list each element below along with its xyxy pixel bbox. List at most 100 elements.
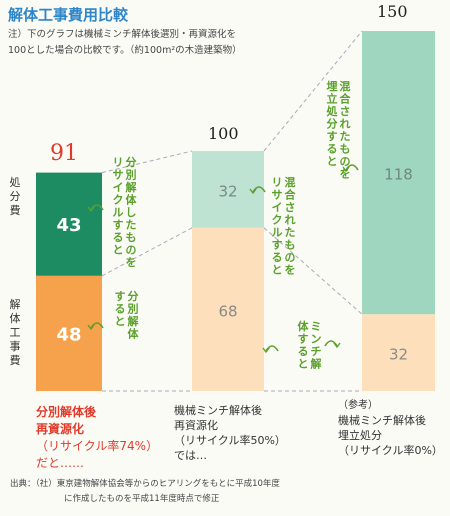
total-bar-3: 150 bbox=[377, 2, 408, 21]
bar-1-value-2: 43 bbox=[56, 215, 81, 236]
annotation-4-col-2-char: る bbox=[298, 345, 309, 358]
annotation-2-col-2-char: す bbox=[115, 290, 126, 303]
source-footer: 出典：（社）東京建物解体協会等からのヒアリングをもとに平成10年度 に作成したも… bbox=[10, 477, 280, 507]
annotation-4-col-1-char: 解 bbox=[311, 357, 322, 371]
total-bar-2: 100 bbox=[208, 124, 239, 143]
arrow-icon-head bbox=[87, 206, 95, 213]
annotation-1-col-2-char: ル bbox=[113, 206, 124, 219]
annotation-3-col-2-char: す bbox=[272, 239, 283, 252]
annotation-1-col-1-char: た bbox=[126, 219, 137, 232]
annotation-1-col-2-char: リ bbox=[113, 156, 124, 169]
annotation-5-col-1-char: 合 bbox=[340, 92, 352, 106]
arrow-icon-head bbox=[342, 166, 350, 173]
caption-line: 分別解体後 bbox=[36, 405, 97, 419]
annotation-5-col-1-char: 混 bbox=[340, 79, 351, 93]
annotation-4-col-1-char: ン bbox=[311, 333, 322, 346]
caption-line: （リサイクル率50%） bbox=[174, 434, 286, 447]
bar-value-labels: 48 43 68 32 32 118 bbox=[56, 166, 412, 364]
annotation-1-col-1-char: の bbox=[126, 244, 137, 257]
bar-1-value-1: 48 bbox=[56, 324, 81, 345]
annotation-5-col-2-char: る bbox=[327, 143, 338, 156]
note-line: 100とした場合の比較です。（約100m²の木造建築物） bbox=[8, 45, 242, 56]
annotation-5-col-1-char: さ bbox=[340, 105, 351, 118]
annotation-3-col-1-char: 合 bbox=[285, 188, 297, 202]
footer-line: 出典：（社）東京建物解体協会等からのヒアリングをもとに平成10年度 bbox=[10, 479, 280, 489]
connector-line-1 bbox=[101, 150, 193, 174]
annotation-1-col-1-char: 解 bbox=[126, 180, 137, 194]
annotations: 分別解体したものをリサイクルすると分別解体すると混合されたものをリサイクルすると… bbox=[87, 79, 359, 371]
annotation-5-col-1-char: れ bbox=[340, 118, 351, 131]
connector-line-5 bbox=[263, 227, 363, 315]
bars bbox=[36, 31, 435, 391]
annotation-1-col-2-char: す bbox=[113, 219, 124, 232]
annotation-4-col-1-char: チ bbox=[311, 345, 322, 358]
bar-3-value-1: 32 bbox=[389, 346, 408, 364]
annotation-5-col-2-char: 処 bbox=[326, 104, 339, 118]
arrow-icon-head bbox=[333, 342, 341, 349]
caption-bar-2: 機械ミンチ解体後 再資源化 （リサイクル率50%） では… bbox=[174, 403, 286, 463]
annotation-1-col-2-char: る bbox=[113, 231, 124, 244]
bar-2-segment-1 bbox=[192, 227, 264, 391]
connector-line-2 bbox=[101, 227, 193, 277]
annotation-2-col-1-char: 体 bbox=[128, 327, 140, 341]
annotation-5-col-2-char: す bbox=[327, 130, 338, 143]
annotation-5-col-2-char: と bbox=[327, 155, 338, 168]
annotation-2-col-1-char: 分 bbox=[128, 289, 139, 303]
annotation-3-col-1-char: れ bbox=[285, 214, 296, 227]
annotation-4-col-2-char: と bbox=[298, 358, 309, 371]
annotation-3-col-2-char: リ bbox=[272, 176, 283, 189]
label-demolition: 解体工事費 bbox=[9, 298, 21, 367]
annotation-2-col-1-char: 解 bbox=[128, 314, 139, 328]
annotation-2-col-2-char: る bbox=[115, 303, 126, 316]
annotation-3-col-2-char: ク bbox=[272, 214, 283, 227]
annotation-1-col-1-char: 体 bbox=[126, 193, 138, 207]
annotation-3-col-2-char: サ bbox=[272, 189, 283, 202]
caption-line: 埋立処分 bbox=[338, 429, 382, 442]
arrow-icon-head bbox=[87, 324, 95, 331]
bar-3-segment-1 bbox=[362, 314, 435, 391]
total-bar-1: 91 bbox=[50, 141, 78, 166]
caption-line: （リサイクル率0%） bbox=[338, 444, 443, 457]
caption-line: （参考） bbox=[338, 400, 378, 411]
connector-lines bbox=[101, 30, 363, 392]
bar-2-segment-2 bbox=[192, 151, 264, 228]
annotation-1-col-2-char: ク bbox=[113, 194, 124, 207]
annotation-5-col-2-char: 立 bbox=[327, 92, 338, 106]
annotation-1-col-2-char: と bbox=[113, 244, 124, 257]
note-line: 注）下のグラフは機械ミンチ解体後選別・再資源化を bbox=[8, 29, 237, 40]
annotation-4-col-2-char: す bbox=[298, 333, 309, 346]
annotation-3-col-2-char: イ bbox=[272, 201, 283, 214]
bar-2-value-1: 68 bbox=[218, 302, 237, 320]
annotation-1-col-2-char: サ bbox=[113, 169, 124, 182]
bar-1-segment-1 bbox=[36, 275, 102, 391]
annotation-3-col-1-char: さ bbox=[285, 201, 296, 214]
annotation-5-col-1-char: た bbox=[340, 130, 351, 143]
bar-3-segment-2 bbox=[362, 31, 435, 315]
caption-bar-3: （参考） 機械ミンチ解体後 埋立処分 （リサイクル率0%） bbox=[338, 398, 443, 458]
bar-1-segment-2 bbox=[36, 172, 102, 276]
caption-line: 機械ミンチ解体後 bbox=[174, 404, 262, 417]
annotation-1-col-1-char: 別 bbox=[125, 168, 137, 182]
page-title: 解体工事費用比較 bbox=[8, 6, 129, 24]
annotation-2-col-1-char: 別 bbox=[127, 302, 139, 316]
annotation-1-col-1-char: も bbox=[126, 231, 137, 244]
arrow-icon-head bbox=[262, 347, 270, 354]
label-disposal: 処分費 bbox=[9, 176, 21, 217]
annotation-5-col-2-char: 埋 bbox=[327, 79, 338, 93]
caption-line: 再資源化 bbox=[174, 419, 218, 432]
annotation-1-col-1-char: 分 bbox=[126, 155, 137, 169]
annotation-3-col-1-char: た bbox=[285, 226, 296, 239]
annotation-2-col-2: すると bbox=[115, 290, 126, 328]
annotation-4-col-1-char: ミ bbox=[311, 320, 322, 333]
annotation-5-col-1-char: の bbox=[340, 155, 351, 168]
bar-2-value-2: 32 bbox=[218, 182, 237, 200]
annotation-5-col-1-char: も bbox=[340, 143, 351, 156]
annotation-1-col-1-char: し bbox=[126, 206, 137, 219]
